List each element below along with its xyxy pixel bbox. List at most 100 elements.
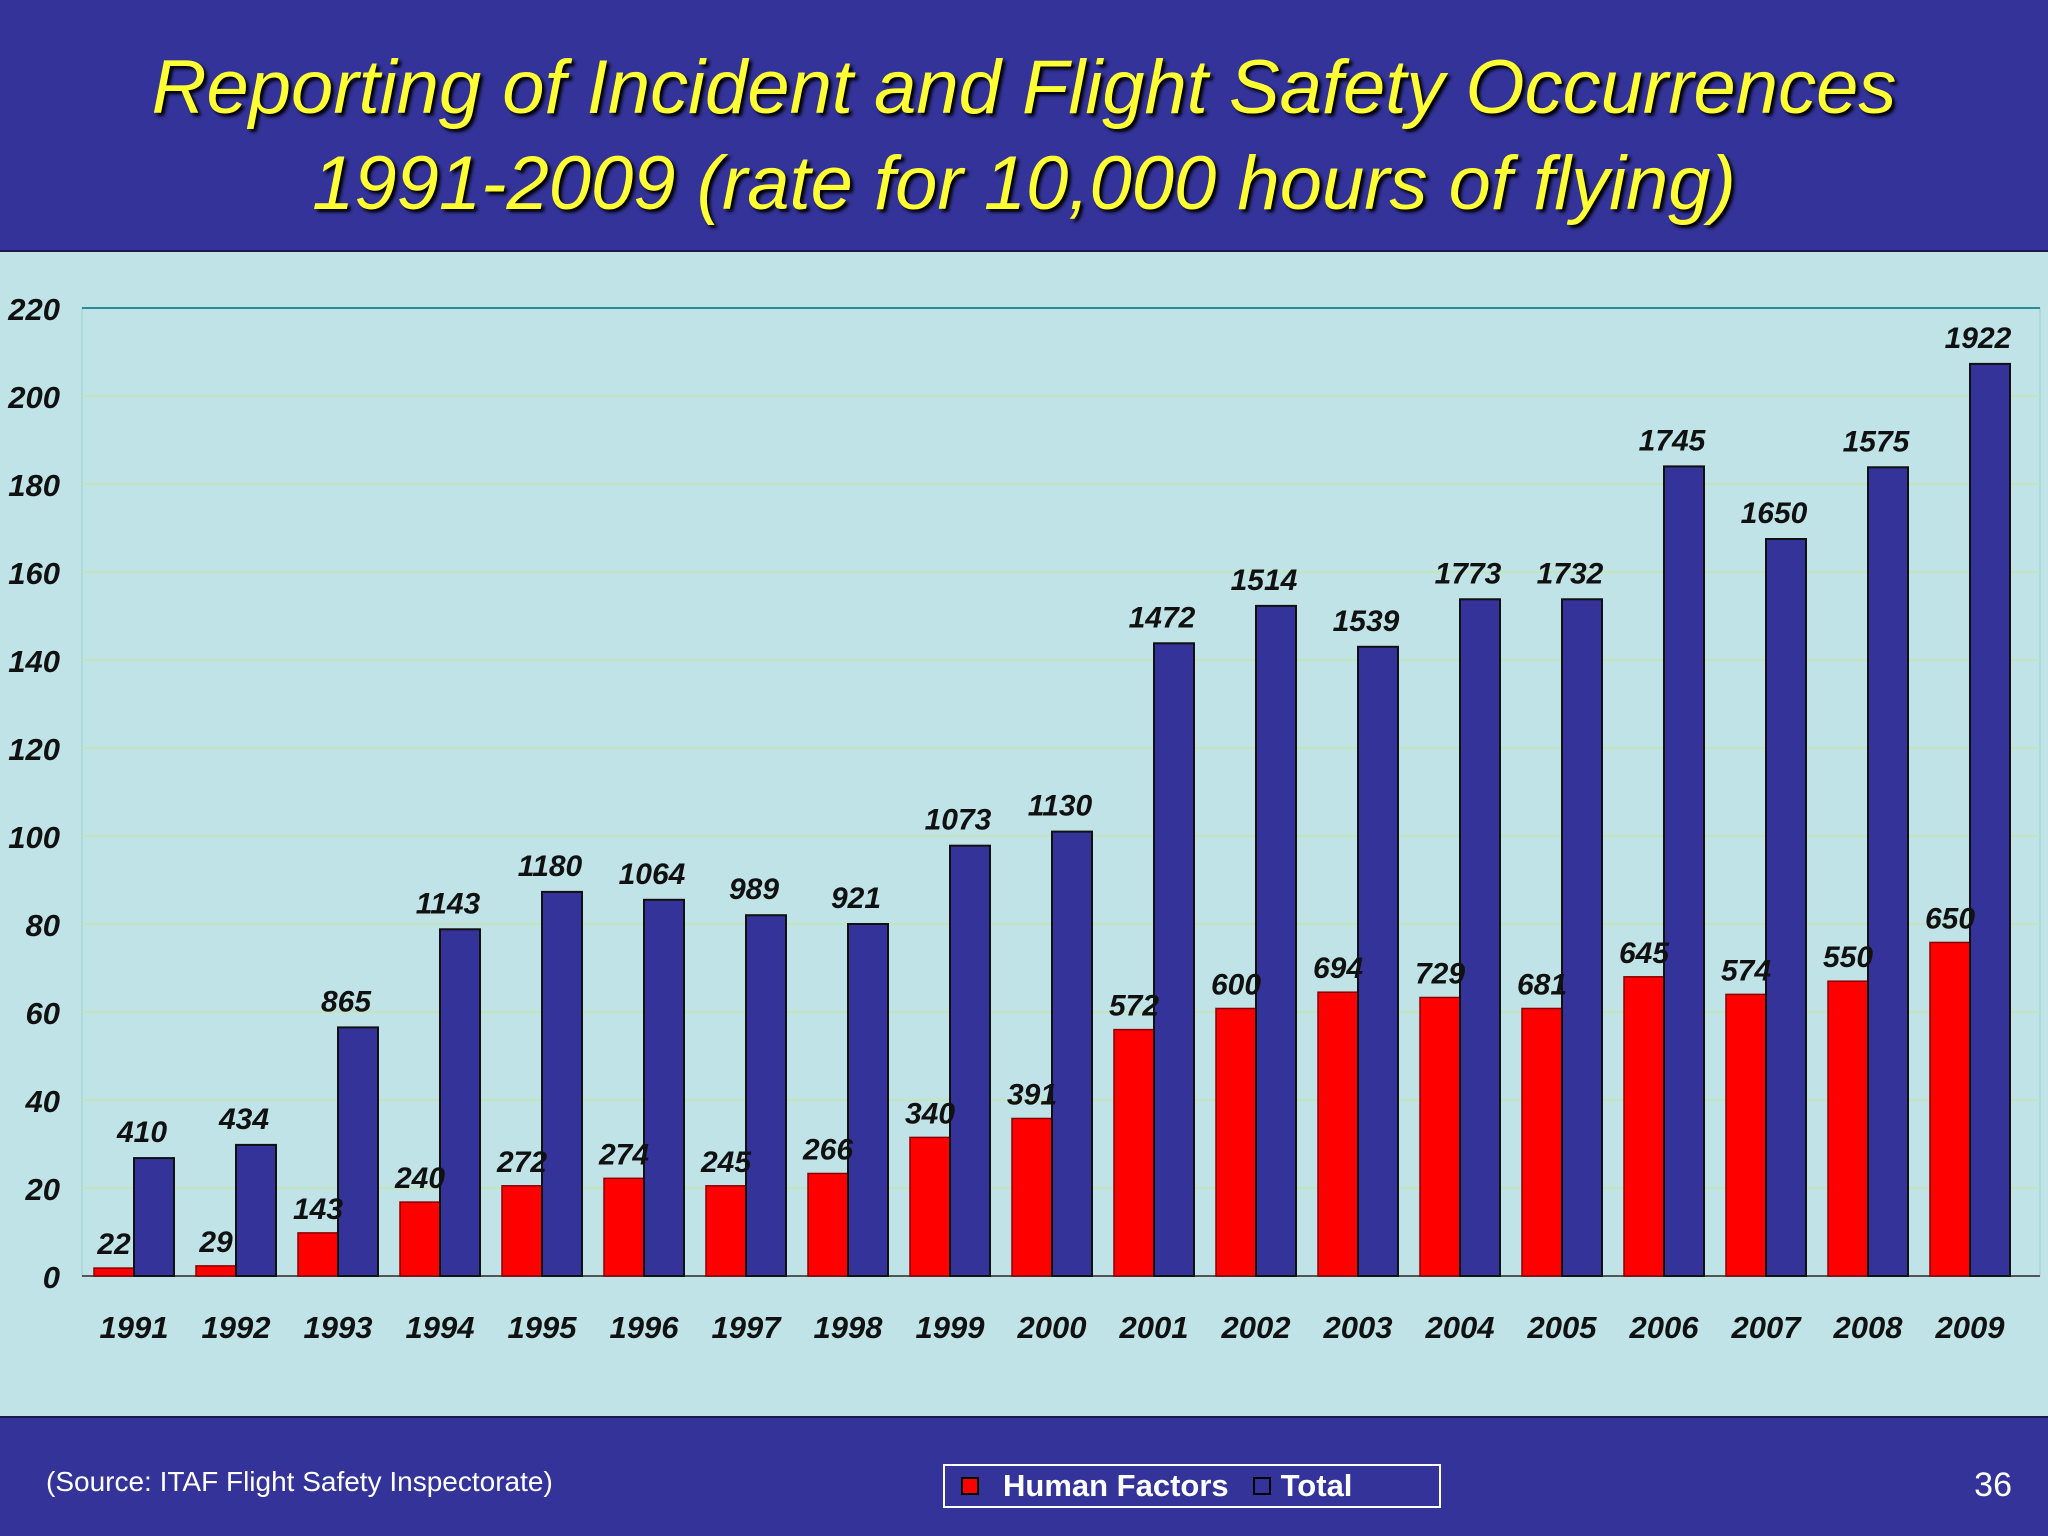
legend-label-human-factors: Human Factors: [1003, 1468, 1229, 1503]
y-tick-label: 140: [8, 644, 60, 679]
data-label-human-factors: 574: [1721, 954, 1771, 987]
y-tick-label: 120: [8, 732, 60, 767]
bar-human-factors: [1317, 991, 1359, 1277]
data-label-total: 921: [831, 882, 881, 915]
data-label-total: 1575: [1843, 425, 1911, 458]
bar-total: [1765, 538, 1807, 1277]
data-label-human-factors: 274: [598, 1138, 649, 1171]
bar-human-factors: [297, 1232, 339, 1277]
source-note: (Source: ITAF Flight Safety Inspectorate…: [46, 1466, 553, 1497]
bar-chart: 0 20 40 60 80 100 120 140 160 180 200 220 22 410 1991 2…: [7, 292, 2041, 1345]
data-label-total: 1472: [1129, 601, 1196, 634]
bar-human-factors: [1419, 996, 1461, 1277]
x-tick-label: 2000: [1017, 1310, 1087, 1345]
data-label-total: 1130: [1028, 790, 1093, 823]
data-label-human-factors: 266: [802, 1133, 853, 1166]
bar-total: [847, 923, 889, 1277]
y-tick-label: 200: [7, 380, 60, 415]
x-tick-label: 2002: [1221, 1310, 1291, 1345]
bar-total: [1051, 830, 1093, 1277]
data-label-human-factors: 272: [496, 1146, 547, 1179]
slide-title: Reporting of Incident and Flight Safety …: [0, 40, 2048, 232]
data-label-human-factors: 143: [293, 1193, 343, 1226]
bar-human-factors: [1725, 993, 1767, 1277]
y-tick-label: 20: [25, 1172, 60, 1207]
data-label-total: 865: [321, 985, 372, 1018]
bar-total: [1357, 645, 1399, 1277]
bar-total: [949, 844, 991, 1277]
data-label-total: 1073: [925, 804, 992, 837]
x-tick-label: 2009: [1935, 1310, 2006, 1345]
bar-human-factors: [603, 1177, 645, 1277]
data-label-human-factors: 650: [1925, 902, 1975, 935]
data-label-total: 1650: [1741, 497, 1808, 530]
bar-total: [337, 1026, 379, 1278]
y-tick-label: 180: [8, 468, 60, 503]
x-tick-label: 1998: [814, 1310, 884, 1345]
data-label-total: 1514: [1231, 564, 1298, 597]
data-label-human-factors: 645: [1619, 937, 1670, 970]
data-label-total: 434: [218, 1103, 269, 1136]
x-tick-label: 1993: [304, 1310, 373, 1345]
bar-human-factors: [909, 1136, 951, 1277]
y-tick-label: 80: [26, 908, 60, 943]
chart-area: 0 20 40 60 80 100 120 140 160 180 200 220 22 410 1991 2…: [0, 250, 2048, 1418]
y-tick-label: 160: [8, 556, 60, 591]
bar-human-factors: [501, 1185, 543, 1277]
data-label-total: 1180: [518, 850, 583, 883]
bar-human-factors: [807, 1172, 849, 1277]
bar-total: [1255, 604, 1297, 1277]
bar-total: [541, 890, 583, 1277]
data-label-total: 989: [729, 873, 779, 906]
legend-swatch-total: [1252, 1477, 1271, 1495]
x-tick-label: 2005: [1527, 1310, 1598, 1345]
data-label-human-factors: 245: [700, 1146, 752, 1179]
x-tick-label: 1996: [610, 1310, 680, 1345]
bar-human-factors: [1215, 1007, 1257, 1277]
x-tick-label: 2001: [1119, 1310, 1189, 1345]
title-line-2: 1991-2009 (rate for 10,000 hours of flyi…: [312, 141, 1736, 226]
legend-label-total: Total: [1280, 1468, 1353, 1503]
data-label-human-factors: 391: [1007, 1078, 1057, 1111]
data-label-total: 1064: [619, 858, 686, 891]
bar-total: [1459, 598, 1501, 1277]
bar-total: [745, 914, 787, 1277]
y-tick-label: 100: [8, 820, 60, 855]
bar-total: [1867, 466, 1909, 1277]
bar-human-factors: [1521, 1007, 1563, 1277]
bar-human-factors: [705, 1185, 747, 1277]
data-label-human-factors: 572: [1109, 990, 1159, 1023]
x-tick-label: 1992: [202, 1310, 271, 1345]
data-label-total: 1922: [1945, 322, 2012, 355]
x-tick-label: 2006: [1629, 1310, 1700, 1345]
bar-human-factors: [1011, 1117, 1053, 1277]
legend-swatch-human-factors: [961, 1477, 979, 1495]
x-tick-label: 2004: [1425, 1310, 1495, 1345]
x-tick-label: 2007: [1731, 1310, 1803, 1345]
data-label-human-factors: 340: [905, 1097, 955, 1130]
bar-total: [643, 898, 685, 1277]
data-label-human-factors: 729: [1415, 957, 1465, 990]
bar-total: [235, 1143, 277, 1277]
x-tick-label: 1999: [916, 1310, 986, 1345]
data-label-human-factors: 29: [198, 1226, 233, 1259]
bar-human-factors: [195, 1265, 237, 1277]
bar-human-factors: [1929, 941, 1971, 1277]
chart-legend: Human Factors Total: [943, 1464, 1441, 1508]
bar-total: [1561, 598, 1603, 1277]
y-tick-label: 0: [43, 1260, 60, 1295]
data-label-human-factors: 681: [1517, 968, 1567, 1001]
data-label-human-factors: 600: [1211, 968, 1261, 1001]
bar-human-factors: [93, 1267, 135, 1277]
x-tick-label: 1995: [508, 1310, 578, 1345]
bar-total: [1663, 465, 1705, 1277]
bar-human-factors: [1113, 1028, 1155, 1277]
title-line-1: Reporting of Incident and Flight Safety …: [151, 45, 1897, 130]
x-tick-label: 1991: [100, 1310, 169, 1345]
data-label-total: 1745: [1639, 424, 1707, 457]
bar-human-factors: [1623, 976, 1665, 1277]
y-tick-label: 60: [26, 996, 60, 1031]
data-label-total: 1732: [1537, 557, 1604, 590]
data-label-total: 1539: [1333, 605, 1400, 638]
data-label-human-factors: 240: [394, 1162, 445, 1195]
